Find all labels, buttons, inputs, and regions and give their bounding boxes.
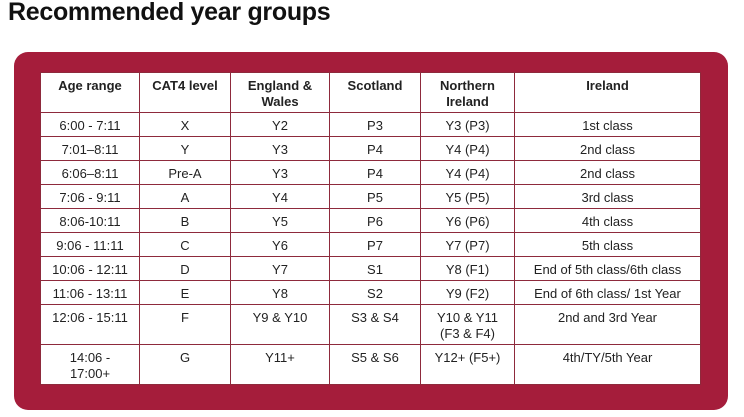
- cell-line: Northern: [440, 78, 495, 93]
- table-cell: Y4 (P4): [420, 160, 515, 185]
- table-cell: S5 & S6: [329, 344, 421, 385]
- table-cell: Pre-A: [139, 160, 231, 185]
- table-row: 9:06 - 11:11 C Y6 P7 Y7 (P7) 5th class: [40, 232, 701, 257]
- cell-line: 14:06 -: [69, 350, 111, 365]
- table-cell: 4th/TY/5th Year: [514, 344, 701, 385]
- table-cell: Y7 (P7): [420, 232, 515, 257]
- table-cell: 14:06 -17:00+: [40, 344, 140, 385]
- column-header: CAT4 level: [139, 72, 231, 113]
- column-header: Age range: [40, 72, 140, 113]
- column-header: Northern Ireland: [420, 72, 515, 113]
- table-cell: B: [139, 208, 231, 233]
- table-cell: Y4: [230, 184, 330, 209]
- table-cell: Y6 (P6): [420, 208, 515, 233]
- table-cell: E: [139, 280, 231, 305]
- table-cell: P4: [329, 160, 421, 185]
- table-row: 12:06 - 15:11 F Y9 & Y10 S3 & S4 Y10 & Y11 (F…: [40, 304, 701, 345]
- page-title: Recommended year groups: [8, 0, 331, 26]
- table-cell: End of 6th class/ 1st Year: [514, 280, 701, 305]
- table-cell: 1st class: [514, 112, 701, 137]
- table-cell: 2nd class: [514, 136, 701, 161]
- table-cell: Y3: [230, 160, 330, 185]
- table-cell: 5th class: [514, 232, 701, 257]
- table-cell: P3: [329, 112, 421, 137]
- table-row: 6:00 - 7:11 X Y2 P3 Y3 (P3) 1st class: [40, 112, 701, 137]
- table-row: 7:06 - 9:11 A Y4 P5 Y5 (P5) 3rd class: [40, 184, 701, 209]
- table-cell: 9:06 - 11:11: [40, 232, 140, 257]
- table-cell: 2nd and 3rd Year: [514, 304, 701, 345]
- header-row: Age range CAT4 level England & Wales Scotlan…: [40, 72, 701, 113]
- table-cell: D: [139, 256, 231, 281]
- table-cell: 6:06–8:11: [40, 160, 140, 185]
- table-cell: 7:01–8:11: [40, 136, 140, 161]
- table-row: 6:06–8:11 Pre-A Y3 P4 Y4 (P4) 2nd class: [40, 160, 701, 185]
- table-cell: S1: [329, 256, 421, 281]
- table-cell: Y2: [230, 112, 330, 137]
- cell-line: (F3 & F4): [440, 326, 495, 341]
- table-cell: S3 & S4: [329, 304, 421, 345]
- table-cell: Y8: [230, 280, 330, 305]
- cell-line: Wales: [261, 94, 299, 109]
- table-cell: 11:06 - 13:11: [40, 280, 140, 305]
- table-cell: Y5: [230, 208, 330, 233]
- table-cell: Y6: [230, 232, 330, 257]
- table-cell: F: [139, 304, 231, 345]
- table-cell: Y11+: [230, 344, 330, 385]
- table-cell: P4: [329, 136, 421, 161]
- table-cell: X: [139, 112, 231, 137]
- table-cell: 8:06-10:11: [40, 208, 140, 233]
- table-cell: 2nd class: [514, 160, 701, 185]
- table-cell: Y4 (P4): [420, 136, 515, 161]
- column-header: Scotland: [329, 72, 421, 113]
- table-cell: 3rd class: [514, 184, 701, 209]
- year-groups-table: Age range CAT4 level England & Wales Scotlan…: [40, 72, 701, 385]
- table-cell: C: [139, 232, 231, 257]
- table-row: 10:06 - 12:11 D Y7 S1 Y8 (F1) End of 5th clas…: [40, 256, 701, 281]
- table-cell: Y9 & Y10: [230, 304, 330, 345]
- table-row: 11:06 - 13:11 E Y8 S2 Y9 (F2) End of 6th clas…: [40, 280, 701, 305]
- table-cell: Y3 (P3): [420, 112, 515, 137]
- cell-line: 17:00+: [69, 366, 111, 381]
- column-header: Ireland: [514, 72, 701, 113]
- table-cell: P6: [329, 208, 421, 233]
- table-cell: 6:00 - 7:11: [40, 112, 140, 137]
- table-row: 8:06-10:11 B Y5 P6 Y6 (P6) 4th class: [40, 208, 701, 233]
- column-header: England & Wales: [230, 72, 330, 113]
- table-row: 14:06 -17:00+ G Y11+ S5 & S6 Y12+ (F5+) 4th/T…: [40, 344, 701, 385]
- table-cell: Y9 (F2): [420, 280, 515, 305]
- cell-line: Y10 & Y11: [437, 310, 498, 325]
- table-cell: Y10 & Y11 (F3 & F4): [420, 304, 515, 345]
- table-cell: 4th class: [514, 208, 701, 233]
- table-cell: Y: [139, 136, 231, 161]
- table-cell: S2: [329, 280, 421, 305]
- table-cell: 12:06 - 15:11: [40, 304, 140, 345]
- table-row: 7:01–8:11 Y Y3 P4 Y4 (P4) 2nd class: [40, 136, 701, 161]
- table-cell: 7:06 - 9:11: [40, 184, 140, 209]
- cell-line: England &: [247, 78, 313, 93]
- table-cell: Y7: [230, 256, 330, 281]
- table-cell: 10:06 - 12:11: [40, 256, 140, 281]
- table-cell: Y3: [230, 136, 330, 161]
- cell-line: Ireland: [446, 94, 489, 109]
- table-cell: A: [139, 184, 231, 209]
- table-cell: P7: [329, 232, 421, 257]
- table-cell: End of 5th class/6th class: [514, 256, 701, 281]
- table-cell: Y12+ (F5+): [420, 344, 515, 385]
- table-cell: G: [139, 344, 231, 385]
- table-cell: P5: [329, 184, 421, 209]
- table-cell: Y5 (P5): [420, 184, 515, 209]
- table-cell: Y8 (F1): [420, 256, 515, 281]
